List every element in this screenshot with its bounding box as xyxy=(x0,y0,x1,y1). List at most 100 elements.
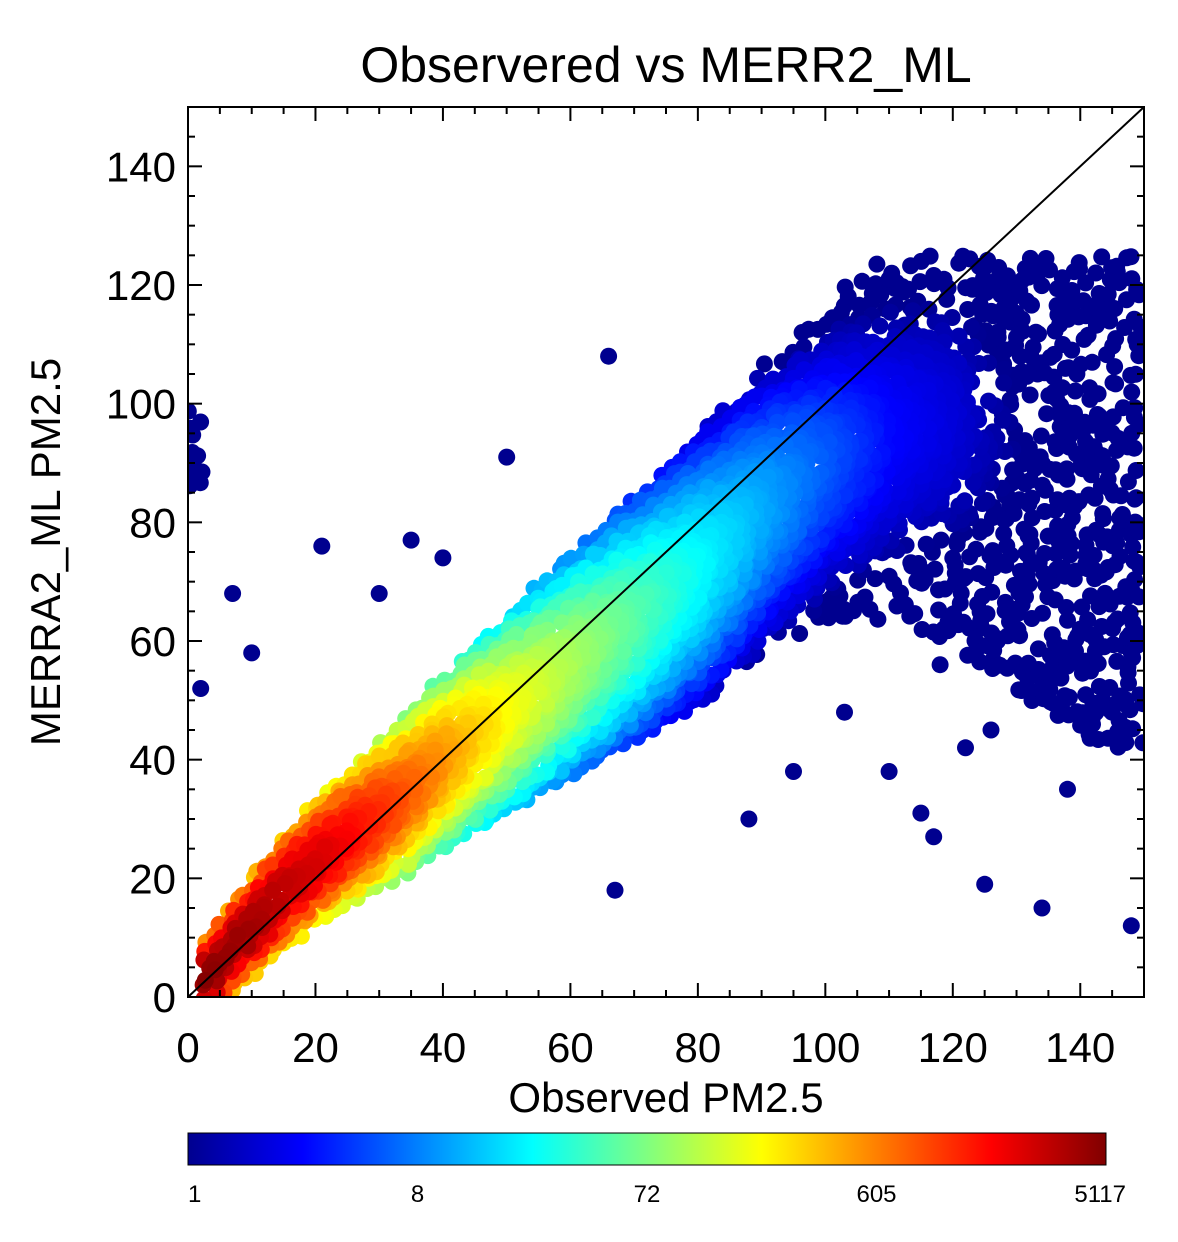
x-tick-label: 80 xyxy=(675,1024,722,1071)
data-point xyxy=(189,447,207,465)
data-point xyxy=(313,537,331,555)
data-point xyxy=(1106,358,1124,376)
data-point xyxy=(1033,277,1051,295)
data-point xyxy=(950,327,968,345)
data-point xyxy=(1113,506,1131,523)
x-axis-title: Observed PM2.5 xyxy=(508,1074,823,1121)
data-point xyxy=(976,875,994,893)
data-point xyxy=(1093,248,1111,266)
data-point xyxy=(1059,611,1076,629)
data-point xyxy=(1099,470,1117,488)
data-point xyxy=(1059,780,1076,798)
y-tick-label: 20 xyxy=(129,855,176,902)
data-point xyxy=(1041,680,1059,698)
data-point xyxy=(1089,385,1107,403)
data-point xyxy=(1070,254,1088,272)
data-point xyxy=(1127,365,1144,383)
x-tick-label: 40 xyxy=(420,1024,467,1071)
data-point xyxy=(1053,379,1071,397)
data-point xyxy=(785,763,802,780)
data-point xyxy=(911,273,929,291)
data-point xyxy=(1121,604,1139,622)
data-point xyxy=(370,585,388,602)
data-point xyxy=(1005,505,1023,522)
data-point xyxy=(932,531,950,549)
data-point xyxy=(1013,363,1031,381)
data-point xyxy=(1126,571,1144,589)
data-point xyxy=(1127,462,1144,479)
data-point xyxy=(999,267,1016,285)
data-point xyxy=(192,413,210,431)
data-point xyxy=(1033,899,1051,917)
data-point xyxy=(1131,686,1144,704)
y-axis-title: MERRA2_ML PM2.5 xyxy=(22,358,69,746)
data-point xyxy=(1122,644,1140,662)
data-point xyxy=(316,838,334,856)
y-tick-label: 100 xyxy=(106,381,176,428)
data-point xyxy=(1121,701,1139,719)
data-point xyxy=(1066,382,1084,400)
x-tick-labels: 0 20 40 60 80 100 120 140 xyxy=(176,1024,1115,1071)
data-point xyxy=(1013,310,1031,328)
data-point xyxy=(1112,487,1130,505)
data-point xyxy=(434,549,452,567)
colorbar-tick-label: 8 xyxy=(411,1181,424,1208)
data-point xyxy=(1130,624,1144,642)
y-tick-label: 40 xyxy=(129,737,176,784)
data-point xyxy=(1119,664,1137,682)
data-point xyxy=(229,926,247,944)
y-tick-label: 60 xyxy=(129,618,176,665)
data-point xyxy=(967,540,985,558)
data-point xyxy=(1104,374,1122,392)
y-tick-label: 0 xyxy=(153,974,176,1021)
data-point xyxy=(868,255,886,273)
data-point xyxy=(1111,547,1129,565)
data-point xyxy=(882,303,899,321)
data-point xyxy=(993,411,1011,429)
y-tick-label: 140 xyxy=(106,143,176,190)
data-point xyxy=(651,631,669,649)
data-point xyxy=(1060,688,1078,706)
data-point xyxy=(740,810,758,828)
colorbar-tick-label: 605 xyxy=(856,1181,896,1208)
x-tick-label: 20 xyxy=(292,1024,339,1071)
data-point xyxy=(459,714,477,732)
data-point xyxy=(836,703,853,721)
data-point xyxy=(1089,655,1107,672)
data-point xyxy=(944,549,962,567)
data-point xyxy=(1128,553,1144,571)
data-point xyxy=(980,392,997,410)
data-point xyxy=(1037,250,1055,267)
data-point xyxy=(1106,300,1124,318)
data-point xyxy=(1038,405,1056,423)
data-point xyxy=(1024,338,1042,356)
x-tick-label: 0 xyxy=(176,1024,199,1071)
data-point xyxy=(847,352,865,370)
data-point xyxy=(866,570,884,588)
data-point xyxy=(1124,720,1142,738)
data-point xyxy=(920,300,938,318)
data-point xyxy=(980,336,997,354)
colorbar-tick-label: 72 xyxy=(634,1181,661,1208)
data-point xyxy=(1123,383,1141,401)
data-point xyxy=(964,474,982,492)
data-point xyxy=(1063,282,1081,299)
data-point xyxy=(1099,285,1117,303)
data-point xyxy=(1020,575,1038,593)
data-point xyxy=(1004,461,1022,479)
x-tick-label: 100 xyxy=(790,1024,860,1071)
data-point xyxy=(1023,489,1041,507)
data-point xyxy=(699,423,717,441)
data-point xyxy=(1128,336,1144,354)
data-point xyxy=(791,625,809,642)
data-point xyxy=(1122,917,1140,935)
data-point xyxy=(614,642,632,660)
data-point xyxy=(1132,318,1144,336)
data-point xyxy=(906,605,924,623)
data-point xyxy=(755,355,773,373)
data-point xyxy=(912,804,930,822)
data-point xyxy=(1130,415,1144,433)
data-point xyxy=(1133,517,1144,535)
data-point xyxy=(1094,505,1112,523)
